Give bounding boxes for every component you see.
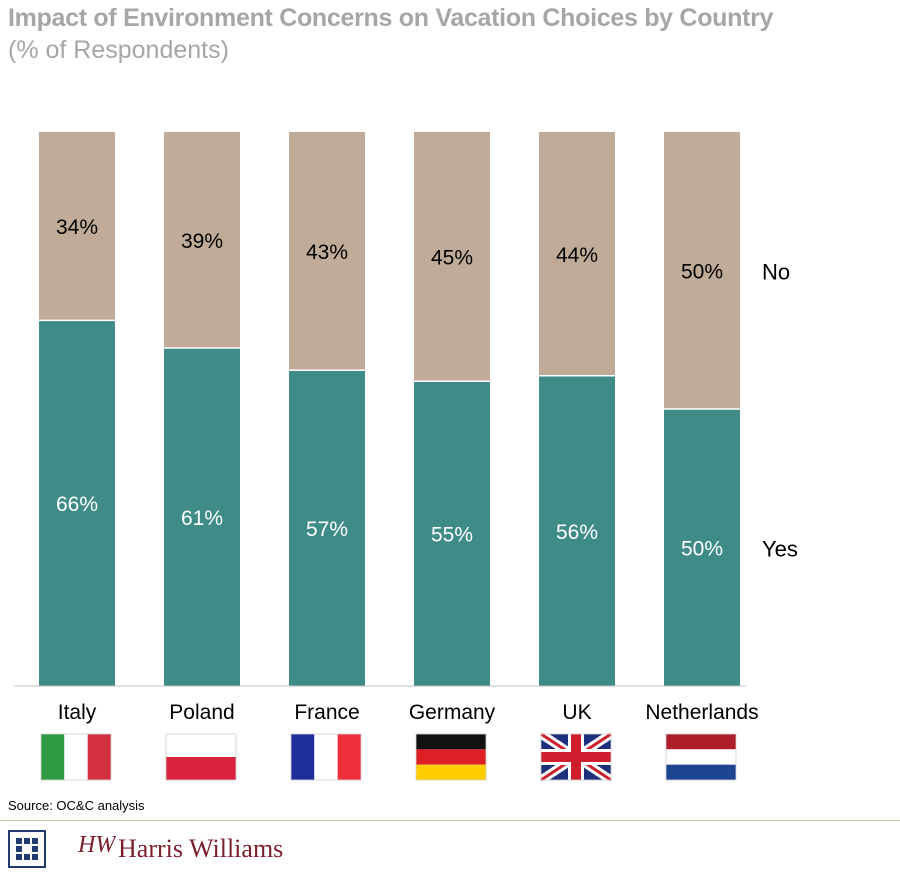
legend-yes: Yes [762, 537, 798, 562]
chart-subtitle: (% of Respondents) [8, 36, 229, 64]
bar-no-france [289, 132, 365, 371]
bar-no-italy [39, 132, 115, 321]
data-label-no: 34% [56, 216, 98, 239]
netherlands-flag-icon [665, 733, 737, 781]
brand-name: Harris Williams [118, 834, 284, 863]
bar-no-poland [164, 132, 240, 349]
data-label-no: 44% [556, 244, 598, 267]
data-label-yes: 56% [556, 521, 598, 544]
data-label-yes: 61% [181, 507, 223, 530]
svg-text:HW: HW [77, 832, 116, 858]
poland-flag-icon [165, 733, 237, 781]
category-label: Italy [58, 701, 97, 724]
bar-yes-france [289, 370, 365, 686]
harris-williams-monogram: HW [77, 832, 116, 858]
bar-no-germany [414, 132, 490, 382]
france-flag-icon [290, 733, 362, 781]
bar-no-netherlands [664, 132, 740, 409]
data-label-yes: 50% [681, 538, 723, 561]
germany-flag-icon [415, 733, 487, 781]
data-label-no: 45% [431, 247, 473, 270]
bar-no-uk [539, 132, 615, 376]
data-label-yes: 66% [56, 493, 98, 516]
category-label: Germany [409, 701, 496, 724]
category-label: Poland [169, 701, 234, 724]
squares-logo-icon [8, 830, 46, 868]
data-label-yes: 55% [431, 524, 473, 547]
data-label-yes: 57% [306, 518, 348, 541]
data-label-no: 43% [306, 241, 348, 264]
footer-divider [0, 820, 900, 821]
chart-title: Impact of Environment Concerns on Vacati… [8, 4, 774, 32]
bar-yes-poland [164, 348, 240, 686]
source-note: Source: OC&C analysis [8, 798, 145, 813]
stacked-bar-chart: 66% 34% Italy 61% 39% Poland 57% 43% France 55% 45… [14, 132, 798, 784]
legend-no: No [762, 260, 790, 285]
category-label: Netherlands [645, 701, 758, 724]
bar-yes-uk [539, 375, 615, 686]
uk-flag-icon [538, 730, 614, 784]
data-label-no: 50% [681, 261, 723, 284]
bar-yes-germany [414, 381, 490, 686]
category-label: UK [562, 701, 591, 724]
data-label-no: 39% [181, 230, 223, 253]
bar-yes-italy [39, 320, 115, 686]
category-label: France [294, 701, 359, 724]
bar-yes-netherlands [664, 409, 740, 686]
italy-flag-icon [40, 733, 112, 781]
